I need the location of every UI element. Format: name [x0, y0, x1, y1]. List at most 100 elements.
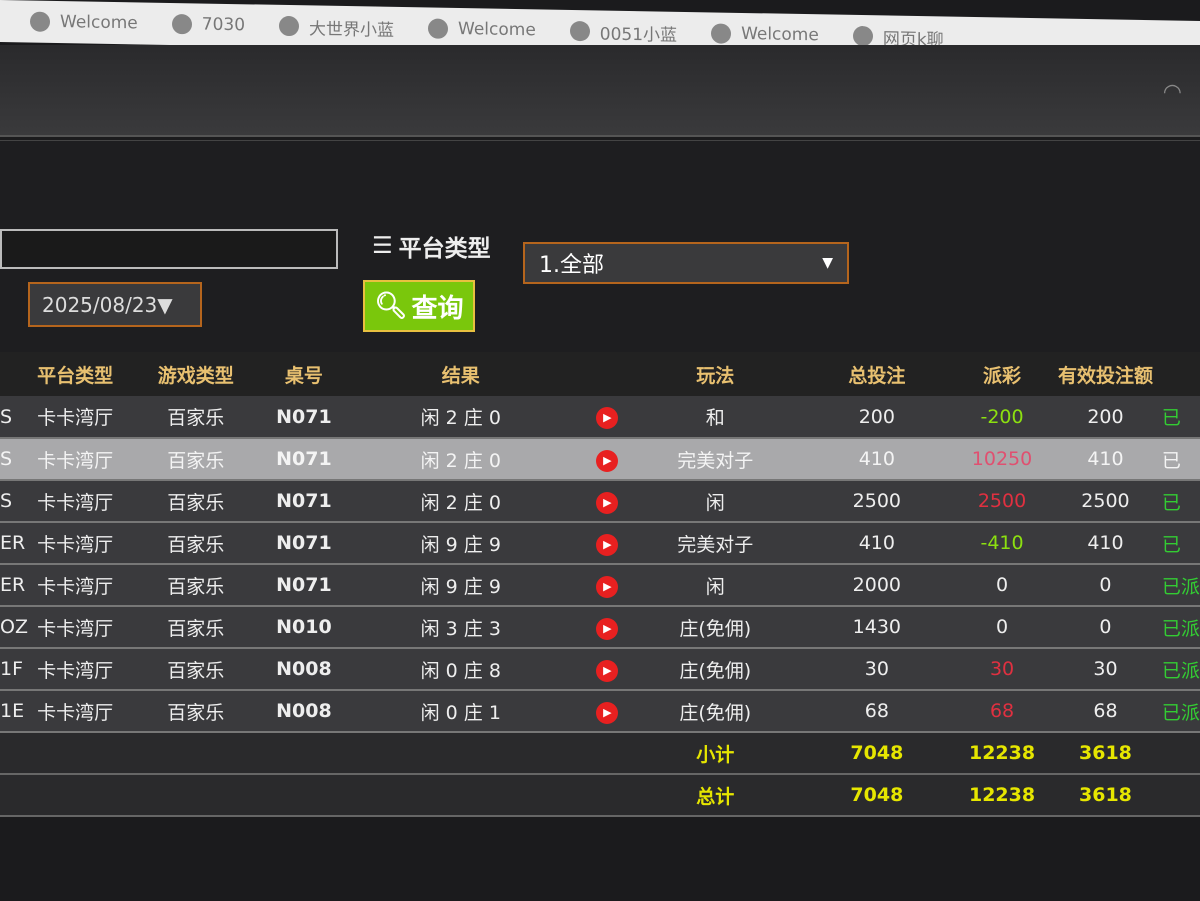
status-cell: 已 — [1161, 522, 1200, 565]
subtotal-row: 小计 7048 12238 3618 — [0, 732, 1200, 775]
chevron-down-icon: ▼ — [822, 255, 833, 271]
tab-favicon-icon — [852, 25, 873, 47]
column-header: 平台类型 — [27, 352, 123, 396]
valid-bet-cell: 410 — [1049, 522, 1162, 565]
payout-cell: 0 — [955, 606, 1050, 649]
play-icon: ▶ — [596, 575, 619, 598]
video-play-button[interactable]: ▶ — [582, 606, 632, 649]
result-cell: 闲 0 庄 1 — [338, 690, 583, 733]
platform-selected-value: 1.全部 — [539, 253, 604, 278]
play-icon: ▶ — [596, 533, 619, 556]
filter-toolbar: 2025/08/23 ▼ ☰ 平台类型 1.全部 ▼ 🔍︎ 查询 — [0, 140, 1200, 352]
table-row[interactable]: S 卡卡湾厅 百家乐 N071 闲 2 庄 0 ▶ 闲 2500 2500 25… — [0, 480, 1200, 523]
video-play-button[interactable]: ▶ — [582, 522, 632, 565]
status-cell: 已派 — [1161, 606, 1200, 649]
table-number-cell: N071 — [269, 564, 339, 607]
header-banner — [0, 45, 1200, 137]
video-play-button[interactable]: ▶ — [582, 564, 632, 607]
table-row[interactable]: S 卡卡湾厅 百家乐 N071 闲 2 庄 0 ▶ 完美对子 410 10250… — [0, 438, 1200, 481]
valid-bet-cell: 30 — [1049, 648, 1162, 691]
game-type-cell: 百家乐 — [122, 690, 270, 733]
record-id: ER — [0, 564, 28, 607]
total-payout: 12238 — [955, 774, 1050, 817]
payout-cell: -410 — [955, 522, 1050, 565]
platform-cell: 卡卡湾厅 — [27, 564, 123, 607]
total-bet-cell: 410 — [798, 522, 956, 565]
browser-tab[interactable]: 7030 — [171, 13, 246, 36]
date-value: 2025/08/23 — [42, 292, 158, 317]
status-cell: 已派 — [1161, 564, 1200, 607]
column-header: 桌号 — [269, 352, 339, 396]
table-number-cell: N071 — [269, 480, 339, 523]
game-type-cell: 百家乐 — [122, 480, 270, 523]
subtotal-label: 小计 — [631, 732, 799, 775]
video-play-button[interactable]: ▶ — [582, 396, 632, 439]
table-row[interactable]: OZ 卡卡湾厅 百家乐 N010 闲 3 庄 3 ▶ 庄(免佣) 1430 0 … — [0, 606, 1200, 649]
table-row[interactable]: 1E 卡卡湾厅 百家乐 N008 闲 0 庄 1 ▶ 庄(免佣) 68 68 6… — [0, 690, 1200, 733]
total-bet-cell: 2000 — [798, 564, 956, 607]
browser-tab[interactable]: 大世界小蓝 — [279, 13, 394, 40]
tab-favicon-icon — [30, 11, 50, 32]
browser-tab[interactable]: Welcome — [428, 18, 536, 40]
game-type-cell: 百家乐 — [122, 438, 270, 481]
payout-cell: 10250 — [955, 438, 1050, 481]
play-type-cell: 完美对子 — [631, 522, 799, 565]
record-id: ER — [0, 522, 28, 565]
table-row[interactable]: ER 卡卡湾厅 百家乐 N071 闲 9 庄 9 ▶ 完美对子 410 -410… — [0, 522, 1200, 565]
tab-favicon-icon — [711, 23, 732, 44]
column-header — [582, 352, 632, 396]
query-label: 查询 — [411, 293, 464, 324]
table-number-cell: N010 — [269, 606, 339, 649]
video-play-button[interactable]: ▶ — [582, 438, 632, 481]
tab-title: 大世界小蓝 — [309, 18, 395, 41]
video-play-button[interactable]: ▶ — [582, 480, 632, 523]
subtotal-payout: 12238 — [955, 732, 1050, 775]
column-header: 游戏类型 — [122, 352, 270, 396]
table-number-cell: N071 — [269, 522, 339, 565]
total-bet-cell: 1430 — [798, 606, 956, 649]
tab-title: Welcome — [458, 18, 536, 41]
record-id: S — [0, 396, 28, 439]
date-picker[interactable]: 2025/08/23 ▼ — [28, 282, 202, 327]
platform-type-select[interactable]: 1.全部 ▼ — [523, 242, 849, 284]
platform-cell: 卡卡湾厅 — [27, 438, 123, 481]
play-type-cell: 完美对子 — [631, 438, 799, 481]
table-row[interactable]: S 卡卡湾厅 百家乐 N071 闲 2 庄 0 ▶ 和 200 -200 200… — [0, 396, 1200, 439]
tab-favicon-icon — [428, 18, 449, 39]
tab-title: 7030 — [201, 14, 246, 36]
result-cell: 闲 9 庄 9 — [338, 522, 583, 565]
total-bet-cell: 410 — [798, 438, 956, 481]
search-input[interactable] — [0, 229, 338, 269]
result-cell: 闲 2 庄 0 — [338, 396, 583, 439]
play-icon: ▶ — [596, 617, 619, 640]
table-row[interactable]: 1F 卡卡湾厅 百家乐 N008 闲 0 庄 8 ▶ 庄(免佣) 30 30 3… — [0, 648, 1200, 691]
platform-cell: 卡卡湾厅 — [27, 606, 123, 649]
record-id: OZ — [0, 606, 28, 649]
total-bet-cell: 68 — [798, 690, 956, 733]
video-play-button[interactable]: ▶ — [582, 648, 632, 691]
tab-favicon-icon — [279, 15, 300, 37]
platform-type-label: ☰ 平台类型 — [372, 229, 491, 263]
query-button[interactable]: 🔍︎ 查询 — [363, 280, 475, 332]
play-type-cell: 庄(免佣) — [631, 648, 799, 691]
total-bet-cell: 30 — [798, 648, 956, 691]
payout-cell: 2500 — [955, 480, 1050, 523]
status-cell: 已 — [1161, 480, 1200, 523]
status-cell: 已派 — [1161, 690, 1200, 733]
game-type-cell: 百家乐 — [122, 606, 270, 649]
subtotal-valid: 3618 — [1049, 732, 1162, 775]
browser-tab[interactable]: Welcome — [711, 23, 819, 45]
total-bet: 7048 — [798, 774, 956, 817]
platform-cell: 卡卡湾厅 — [27, 396, 123, 439]
play-type-cell: 和 — [631, 396, 799, 439]
table-row[interactable]: ER 卡卡湾厅 百家乐 N071 闲 9 庄 9 ▶ 闲 2000 0 0 已派 — [0, 564, 1200, 607]
valid-bet-cell: 2500 — [1049, 480, 1162, 523]
play-icon: ▶ — [596, 701, 619, 724]
browser-tab[interactable]: Welcome — [30, 11, 138, 34]
video-play-button[interactable]: ▶ — [582, 690, 632, 733]
game-type-cell: 百家乐 — [122, 522, 270, 565]
browser-tab[interactable]: 0051小蓝 — [569, 18, 677, 45]
table-number-cell: N008 — [269, 690, 339, 733]
search-icon: 🔍︎ — [374, 291, 408, 321]
result-cell: 闲 0 庄 8 — [338, 648, 583, 691]
